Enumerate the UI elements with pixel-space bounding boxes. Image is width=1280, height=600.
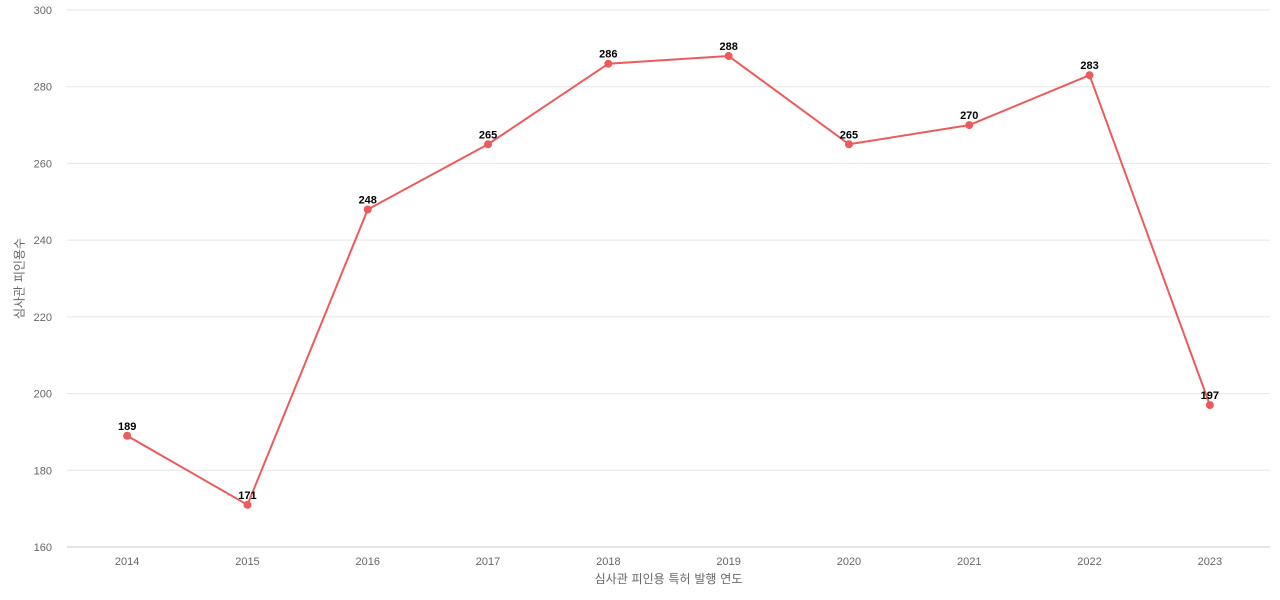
data-point[interactable]	[243, 500, 252, 509]
x-tick-label: 2021	[957, 556, 981, 568]
grid-layer	[67, 9, 1270, 548]
data-label: 197	[1201, 390, 1219, 402]
series-line	[126, 55, 1211, 506]
x-tick-label: 2020	[837, 556, 861, 568]
data-point[interactable]	[844, 140, 853, 149]
data-label: 265	[479, 129, 497, 141]
data-point[interactable]	[484, 140, 493, 149]
data-label: 189	[118, 421, 136, 433]
point-layer	[123, 52, 1214, 509]
data-label: 283	[1080, 60, 1098, 72]
y-tick-label: 160	[34, 542, 52, 554]
data-point[interactable]	[965, 121, 974, 130]
x-axis-ticks: 2014 2015 2016 2017 2018 2019 2020 2021 2022 2023	[115, 556, 1222, 568]
data-point[interactable]	[1085, 71, 1094, 80]
x-tick-label: 2015	[235, 556, 259, 568]
data-label: 265	[840, 129, 858, 141]
y-tick-label: 300	[34, 5, 52, 17]
y-tick-label: 240	[34, 235, 52, 247]
y-axis-ticks: 160 180 200 220 240 260 280 300	[34, 5, 52, 554]
data-point[interactable]	[724, 52, 733, 61]
x-tick-label: 2018	[596, 556, 620, 568]
data-label: 171	[238, 490, 256, 502]
data-point[interactable]	[604, 59, 613, 68]
y-tick-label: 260	[34, 158, 52, 170]
series-layer	[126, 55, 1211, 506]
x-tick-label: 2016	[356, 556, 380, 568]
x-tick-label: 2022	[1077, 556, 1101, 568]
data-label: 270	[960, 110, 978, 122]
data-label-layer: 189 171 248 265 286 288 265 270 283 197	[118, 41, 1219, 502]
x-tick-label: 2019	[716, 556, 740, 568]
x-tick-label: 2017	[476, 556, 500, 568]
data-point[interactable]	[363, 205, 372, 214]
x-axis-title: 심사관 피인용 특허 발행 연도	[595, 571, 743, 586]
y-tick-label: 220	[34, 312, 52, 324]
data-point[interactable]	[1205, 401, 1214, 410]
x-tick-label: 2014	[115, 556, 139, 568]
data-label: 248	[359, 194, 377, 206]
y-tick-label: 180	[34, 465, 52, 477]
data-label: 286	[599, 49, 617, 61]
x-tick-label: 2023	[1198, 556, 1222, 568]
y-axis-title: 심사관 피인용수	[13, 238, 27, 319]
data-point[interactable]	[123, 431, 132, 440]
y-tick-label: 280	[34, 82, 52, 94]
data-label: 288	[719, 41, 737, 53]
y-tick-label: 200	[34, 389, 52, 401]
